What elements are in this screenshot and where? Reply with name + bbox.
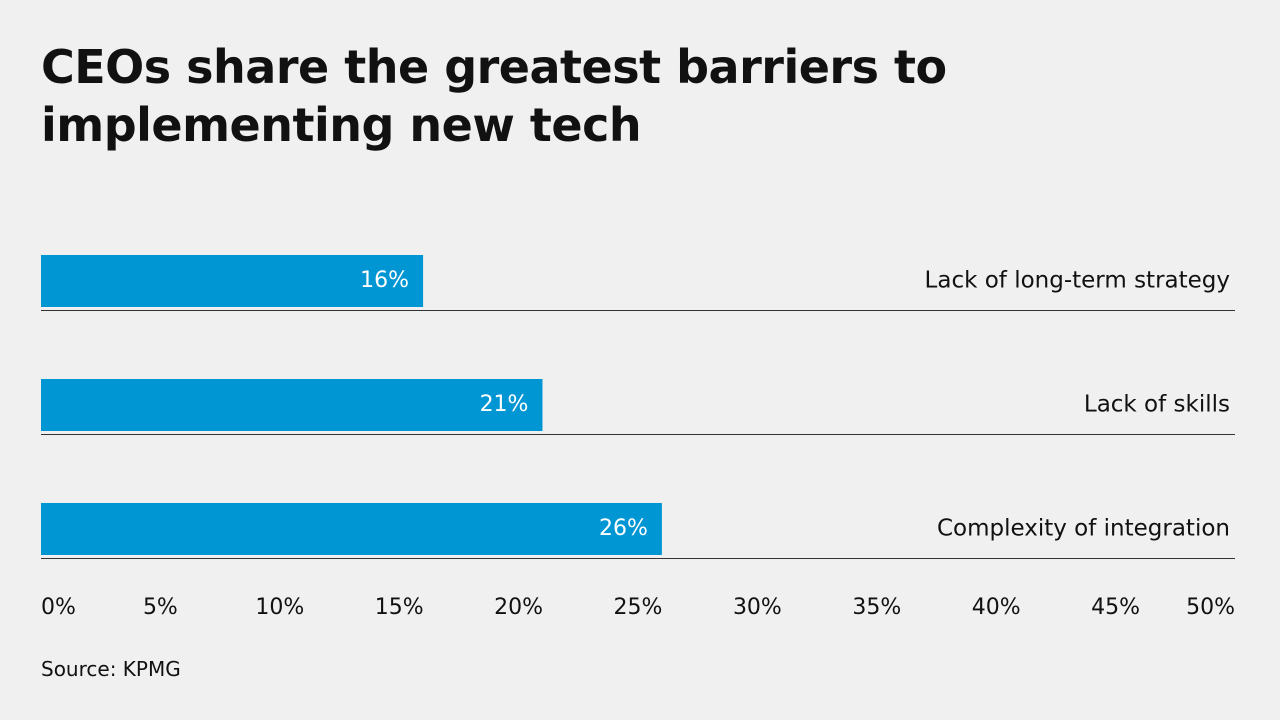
category-label: Complexity of integration	[937, 516, 1230, 542]
x-tick-label: 40%	[972, 595, 1021, 620]
category-label: Lack of skills	[1084, 392, 1230, 418]
source-note: Source: KPMG	[41, 657, 181, 681]
category-label: Lack of long-term strategy	[925, 268, 1230, 294]
bar	[41, 255, 424, 307]
bar	[41, 379, 543, 431]
x-tick-label: 50%	[1186, 595, 1235, 620]
value-label: 21%	[480, 392, 529, 417]
x-tick-label: 35%	[852, 595, 901, 620]
x-tick-label: 5%	[143, 595, 178, 620]
bar	[41, 503, 662, 555]
x-tick-label: 20%	[494, 595, 543, 620]
x-tick-label: 0%	[41, 595, 76, 620]
x-tick-label: 25%	[614, 595, 663, 620]
value-label: 26%	[599, 516, 648, 541]
x-tick-label: 30%	[733, 595, 782, 620]
x-tick-label: 10%	[255, 595, 304, 620]
chart-title: CEOs share the greatest barriers to impl…	[41, 40, 947, 152]
value-label: 16%	[360, 268, 409, 293]
x-tick-label: 45%	[1091, 595, 1140, 620]
x-tick-label: 15%	[375, 595, 424, 620]
